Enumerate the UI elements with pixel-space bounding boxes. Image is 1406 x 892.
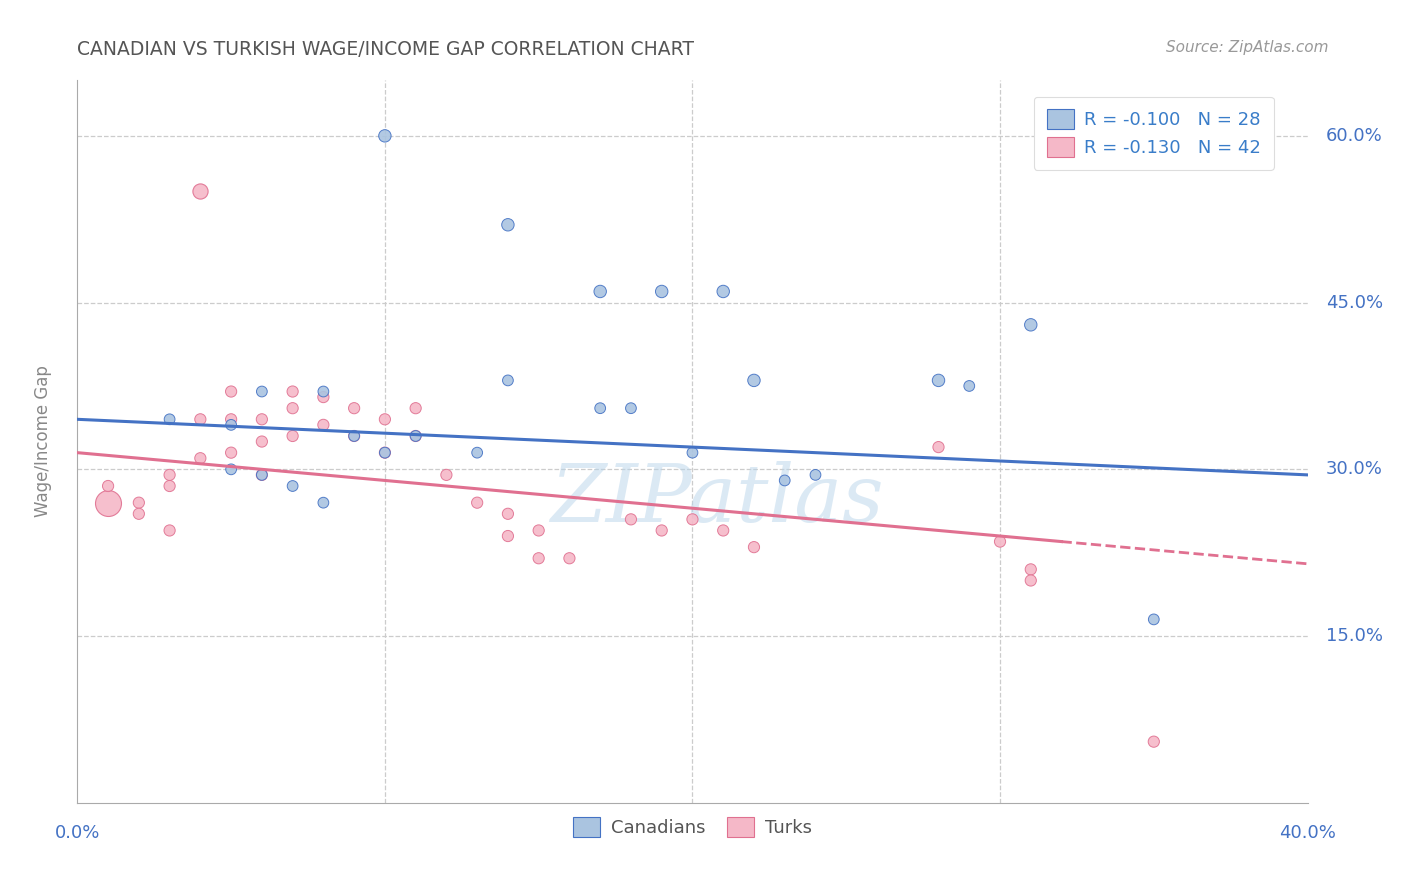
Point [374,445,396,459]
Point [219,462,242,476]
Point [312,496,335,510]
Point [804,467,827,482]
Point [219,384,242,399]
Point [496,507,519,521]
Text: 0.0%: 0.0% [55,824,100,842]
Text: 45.0%: 45.0% [1326,293,1384,311]
Point [1019,318,1042,332]
Point [312,384,335,399]
Text: 30.0%: 30.0% [1326,460,1384,478]
Point [405,401,427,416]
Legend: Canadians, Turks: Canadians, Turks [565,810,820,845]
Text: CANADIAN VS TURKISH WAGE/INCOME GAP CORRELATION CHART: CANADIAN VS TURKISH WAGE/INCOME GAP CORR… [77,40,695,59]
Point [374,445,396,459]
Point [1019,562,1042,576]
Point [281,401,304,416]
Point [97,479,120,493]
Point [496,373,519,387]
Point [589,401,612,416]
Point [281,479,304,493]
Point [250,467,273,482]
Point [527,524,550,538]
Point [742,373,765,387]
Point [405,429,427,443]
Point [128,507,150,521]
Text: Wage/Income Gap: Wage/Income Gap [34,366,52,517]
Point [988,534,1011,549]
Point [343,401,366,416]
Text: 60.0%: 60.0% [1326,127,1382,145]
Point [773,474,796,488]
Point [159,479,181,493]
Point [527,551,550,566]
Point [620,512,643,526]
Point [343,429,366,443]
Point [711,524,734,538]
Text: ZIPatlas: ZIPatlas [550,460,884,538]
Point [374,128,396,143]
Point [250,412,273,426]
Point [1143,612,1166,626]
Point [188,185,212,199]
Point [312,390,335,404]
Point [281,384,304,399]
Point [343,429,366,443]
Point [651,524,673,538]
Text: 15.0%: 15.0% [1326,627,1384,645]
Point [405,429,427,443]
Point [97,496,120,510]
Point [188,412,212,426]
Point [465,445,488,459]
Point [312,417,335,432]
Point [219,445,242,459]
Point [250,434,273,449]
Point [159,412,181,426]
Text: Source: ZipAtlas.com: Source: ZipAtlas.com [1166,40,1329,55]
Point [682,445,704,459]
Point [558,551,581,566]
Point [620,401,643,416]
Point [281,429,304,443]
Point [465,496,488,510]
Point [928,440,950,454]
Point [159,524,181,538]
Point [957,379,980,393]
Point [1019,574,1042,588]
Text: 40.0%: 40.0% [1279,824,1336,842]
Point [159,467,181,482]
Point [1143,734,1166,748]
Point [219,417,242,432]
Point [651,285,673,299]
Point [250,384,273,399]
Point [128,496,150,510]
Point [436,467,458,482]
Point [589,285,612,299]
Point [711,285,734,299]
Point [496,529,519,543]
Point [928,373,950,387]
Point [496,218,519,232]
Point [682,512,704,526]
Point [219,412,242,426]
Point [250,467,273,482]
Point [374,412,396,426]
Point [188,451,212,466]
Point [742,540,765,554]
